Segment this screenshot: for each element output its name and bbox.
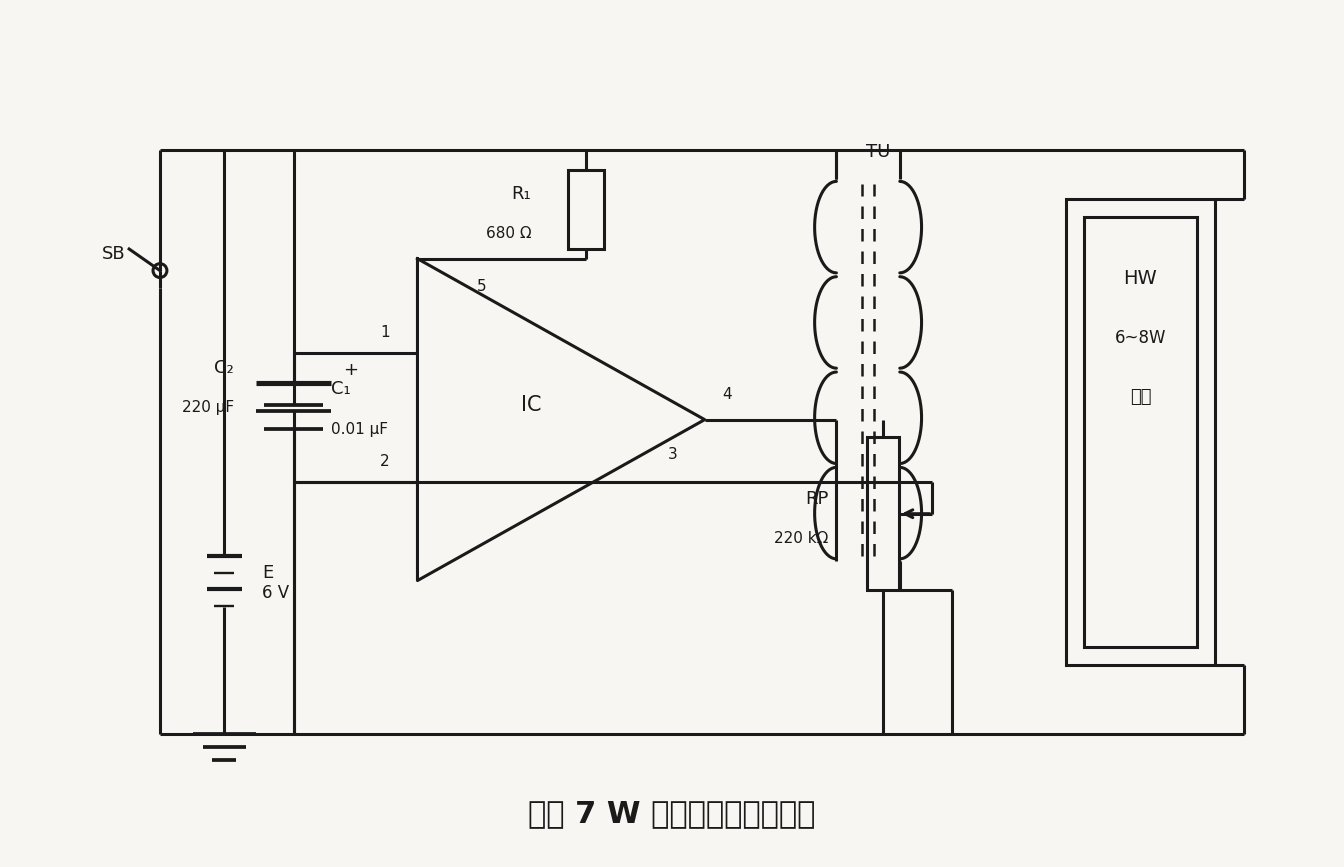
Text: SB: SB xyxy=(102,244,125,263)
Text: E: E xyxy=(262,564,273,582)
Text: 3: 3 xyxy=(668,447,677,462)
Bar xyxy=(867,437,899,590)
Text: TU: TU xyxy=(866,143,890,160)
Bar xyxy=(569,170,603,249)
Bar xyxy=(1066,199,1215,665)
Text: 6~8W: 6~8W xyxy=(1114,329,1167,347)
Text: IC: IC xyxy=(521,394,542,414)
Text: 5: 5 xyxy=(477,279,487,294)
Text: 220 kΩ: 220 kΩ xyxy=(774,531,828,546)
Text: 简单 7 W 直流日光灯电路原理: 简单 7 W 直流日光灯电路原理 xyxy=(528,799,816,828)
Text: C₂: C₂ xyxy=(215,359,234,376)
Text: +: + xyxy=(343,361,359,379)
Text: C₁: C₁ xyxy=(332,381,351,399)
Text: 680 Ω: 680 Ω xyxy=(485,226,531,241)
Text: R₁: R₁ xyxy=(512,186,531,204)
Text: 6 V: 6 V xyxy=(262,583,289,602)
Text: 灯管: 灯管 xyxy=(1130,388,1152,407)
Text: 0.01 μF: 0.01 μF xyxy=(332,421,388,437)
Bar xyxy=(1085,217,1198,647)
Text: 1: 1 xyxy=(380,325,390,341)
Text: 2: 2 xyxy=(380,454,390,469)
Text: RP: RP xyxy=(805,490,828,508)
Text: HW: HW xyxy=(1124,269,1157,288)
Text: 4: 4 xyxy=(723,388,732,402)
Text: 220 μF: 220 μF xyxy=(183,400,234,414)
